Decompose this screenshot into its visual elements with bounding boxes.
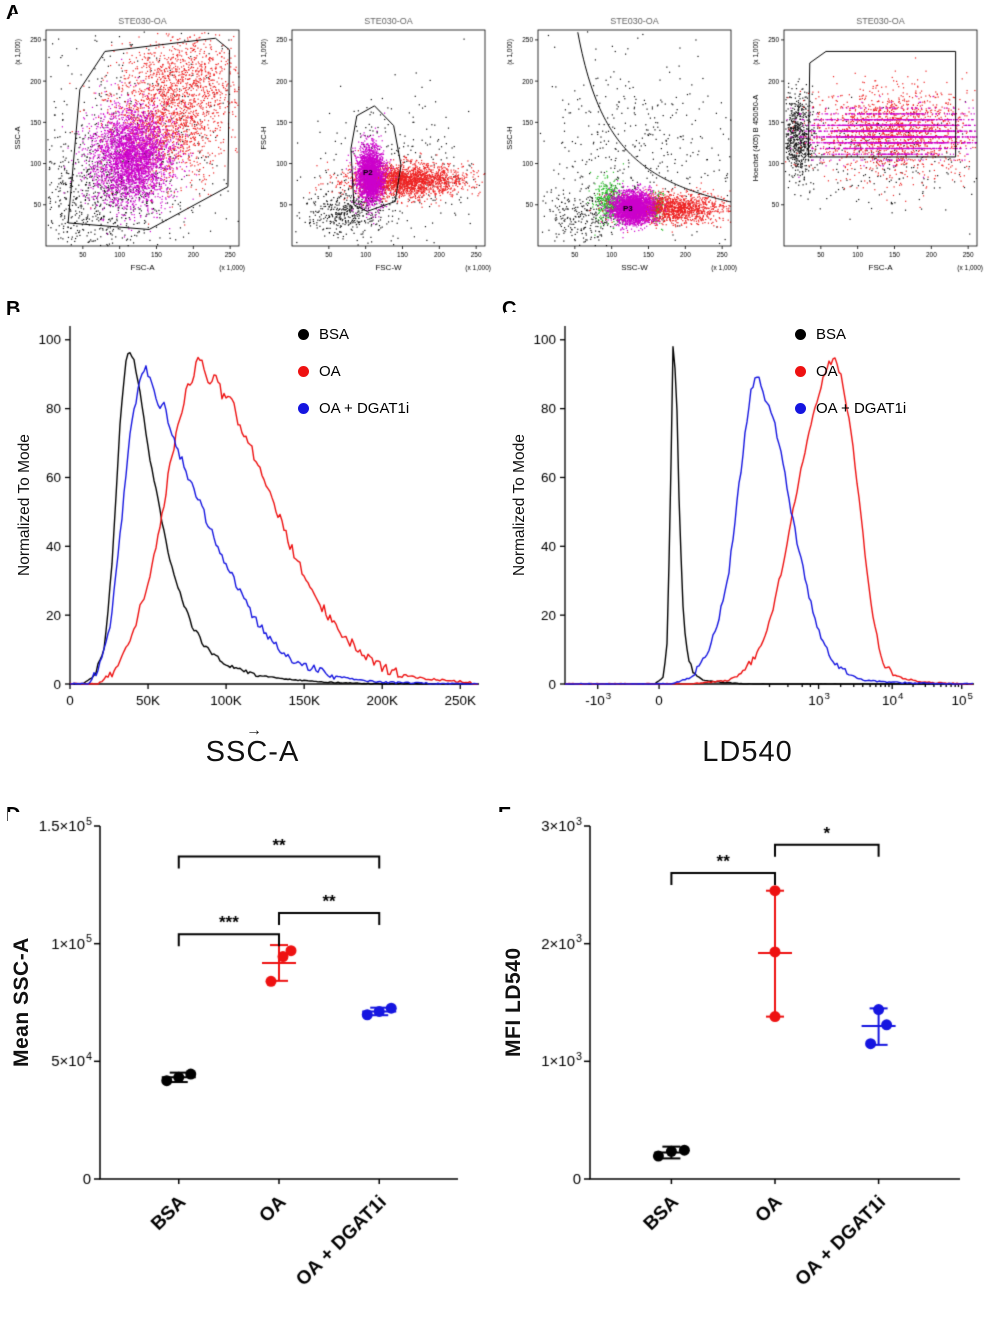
flow-plot-ssch-sscw: [504, 14, 739, 276]
legend-c: BSA OA OA + DGAT1i: [795, 322, 906, 433]
legend-dot-oa-icon: [795, 365, 806, 377]
legend-dot-oa-icon: [298, 365, 309, 377]
histogram-ld540: [505, 312, 990, 732]
flow-plot-ssca-fsca: [12, 14, 247, 276]
dotplot-mean-ssca: [8, 812, 488, 1327]
legend-label-bsa: BSA: [319, 325, 350, 343]
legend-label-dgat1i: OA + DGAT1i: [319, 399, 410, 417]
legend-label-oa: OA: [319, 362, 341, 380]
legend-item-dgat1i: OA + DGAT1i: [795, 396, 906, 420]
legend-b: BSA OA OA + DGAT1i: [298, 322, 409, 433]
legend-label-dgat1i: OA + DGAT1i: [816, 399, 907, 417]
x-axis-title-b: SSC-A: [205, 736, 300, 768]
dotplot-mfi-ld540: [498, 812, 990, 1327]
legend-dot-bsa-icon: [795, 328, 806, 340]
y-axis-title-b: Normalized To Mode: [16, 434, 33, 576]
y-axis-title-c: Normalized To Mode: [511, 434, 528, 576]
legend-dot-dgat1i-icon: [298, 402, 309, 414]
legend-item-oa: OA: [795, 359, 906, 383]
legend-item-dgat1i: OA + DGAT1i: [298, 396, 409, 420]
legend-dot-bsa-icon: [298, 328, 309, 340]
legend-label-oa: OA: [816, 362, 838, 380]
legend-item-oa: OA: [298, 359, 409, 383]
legend-item-bsa: BSA: [298, 322, 409, 346]
legend-label-bsa: BSA: [816, 325, 847, 343]
x-axis-arrow-icon: →: [246, 722, 262, 739]
legend-item-bsa: BSA: [795, 322, 906, 346]
flow-plot-fsch-fscw: [258, 14, 493, 276]
histogram-ssca: [10, 312, 495, 732]
y-axis-title-d: Mean SSC-A: [10, 937, 33, 1067]
y-axis-title-e: MFI LD540: [502, 947, 525, 1057]
legend-dot-dgat1i-icon: [795, 402, 806, 414]
flow-plot-hoechst-fsca: [750, 14, 985, 276]
x-axis-title-c: LD540: [702, 736, 793, 768]
